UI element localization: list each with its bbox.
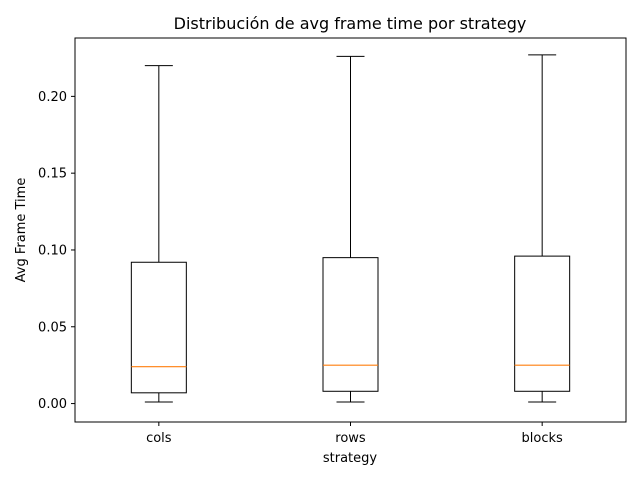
box-iqr bbox=[323, 258, 378, 392]
box-iqr bbox=[515, 256, 570, 391]
box-group-cols: cols bbox=[131, 66, 186, 446]
box-iqr bbox=[131, 262, 186, 393]
x-tick-label: cols bbox=[146, 431, 172, 446]
y-tick-label: 0.00 bbox=[38, 397, 67, 412]
box-group-rows: rows bbox=[323, 56, 378, 446]
x-axis-label: strategy bbox=[323, 451, 378, 466]
y-tick-label: 0.15 bbox=[38, 167, 67, 182]
x-tick-label: blocks bbox=[522, 431, 563, 446]
box-group-blocks: blocks bbox=[515, 55, 570, 446]
y-axis-label: Avg Frame Time bbox=[14, 178, 29, 283]
plot-area: 0.00 0.05 0.10 0.15 0.20 cols rows blocks bbox=[38, 55, 570, 446]
chart-title: Distribución de avg frame time por strat… bbox=[174, 14, 527, 33]
y-tick-label: 0.10 bbox=[38, 243, 67, 258]
y-tick-label: 0.05 bbox=[38, 320, 67, 335]
x-tick-label: rows bbox=[335, 431, 366, 446]
y-tick-label: 0.20 bbox=[38, 90, 67, 105]
